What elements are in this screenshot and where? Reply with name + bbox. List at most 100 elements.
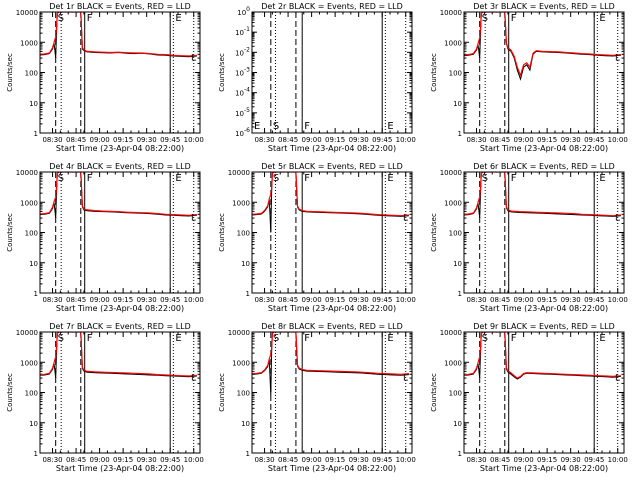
x-tick-label: 10:00 [184, 456, 204, 464]
x-tick-label: 09:45 [584, 136, 604, 144]
y-tick-label: 10000 [16, 9, 38, 17]
x-tick-label: 08:45 [66, 136, 86, 144]
y-tick-label: 10 [29, 260, 38, 268]
x-tick-label: 09:30 [349, 456, 369, 464]
series-line-lld [40, 332, 197, 377]
x-tick-label: 10:00 [396, 136, 416, 144]
series-line-events [464, 12, 621, 81]
y-tick-label: 10 [453, 420, 462, 428]
x-tick-label: 10:00 [184, 136, 204, 144]
x-tick-label: 08:45 [278, 136, 298, 144]
x-axis-label: Start Time (23-Apr-04 08:22:00) [56, 304, 184, 313]
x-axis-label: Start Time (23-Apr-04 08:22:00) [268, 304, 396, 313]
panel-title: Det 4r BLACK = Events, RED = LLD [49, 162, 191, 171]
event-marker-label: E [175, 333, 181, 344]
event-marker-label: F [304, 121, 310, 132]
y-axis-label: Counts/sec [430, 213, 438, 252]
y-tick-label: 10 [241, 420, 250, 428]
x-tick-label: 08:30 [466, 136, 486, 144]
data-series-group [40, 172, 197, 219]
series-end-label: L [615, 53, 620, 63]
x-tick-label: 09:45 [160, 456, 180, 464]
event-marker-label: E [175, 13, 181, 24]
y-tick-label: 1000 [20, 359, 38, 367]
event-marker-label: E [387, 173, 393, 184]
event-marker-label: F [87, 333, 93, 344]
panel-det-2: Det 2r BLACK = Events, RED = LLD Counts/s… [218, 2, 416, 153]
y-tick-label: 100 [237, 390, 250, 398]
y-tick-label: 1 [246, 450, 250, 458]
panel-title: Det 2r BLACK = Events, RED = LLD [261, 2, 403, 11]
panel-title: Det 9r BLACK = Events, RED = LLD [473, 322, 615, 331]
x-axis-label: Start Time (23-Apr-04 08:22:00) [480, 304, 608, 313]
y-tick-label: 10000 [440, 169, 462, 177]
series-line-lld [464, 172, 621, 217]
x-tick-label: 09:00 [90, 136, 110, 144]
y-tick-label: 1000 [232, 199, 250, 207]
x-axis-label: Start Time (23-Apr-04 08:22:00) [480, 144, 608, 153]
x-tick-label: 09:45 [160, 136, 180, 144]
panel-det-5: Det 5r BLACK = Events, RED = LLD Counts/s… [218, 162, 416, 313]
series-line-lld [252, 332, 409, 375]
panel-title: Det 5r BLACK = Events, RED = LLD [261, 162, 403, 171]
series-end-label: L [191, 213, 196, 223]
event-marker-label: E [599, 173, 605, 184]
x-tick-label: 09:45 [372, 136, 392, 144]
x-tick-label: 09:15 [537, 296, 557, 304]
panel-det-1: Det 1r BLACK = Events, RED = LLD Counts/s… [6, 2, 204, 153]
x-tick-label: 08:30 [254, 296, 274, 304]
data-series-group [252, 332, 409, 396]
y-tick-label: 10 [29, 100, 38, 108]
x-tick-label: 08:45 [66, 296, 86, 304]
x-tick-label: 09:15 [325, 136, 345, 144]
y-tick-label: 1000 [444, 199, 462, 207]
x-tick-label: 10:00 [608, 296, 628, 304]
plot-frame [463, 11, 625, 134]
series-line-lld [40, 12, 197, 57]
x-tick-label: 09:00 [302, 296, 322, 304]
series-end-label: L [615, 213, 620, 223]
data-series-group [464, 12, 621, 81]
event-marker-label: E [387, 333, 393, 344]
event-marker-label: E [387, 121, 393, 132]
y-tick-label: 10 [29, 420, 38, 428]
data-series-group [464, 332, 621, 380]
event-marker-label: F [87, 173, 93, 184]
data-series-group [40, 12, 197, 59]
y-tick-label: 10000 [228, 169, 250, 177]
plot-frame [463, 331, 625, 454]
x-tick-label: 09:00 [514, 136, 534, 144]
x-tick-label: 09:45 [372, 296, 392, 304]
y-tick-label: 1000 [444, 359, 462, 367]
x-tick-label: 09:15 [113, 456, 133, 464]
data-series-group [40, 332, 197, 379]
y-tick-label: 10000 [16, 329, 38, 337]
y-tick-label: 1000 [232, 359, 250, 367]
x-tick-label: 09:00 [514, 296, 534, 304]
plot-frame [251, 331, 413, 454]
x-tick-label: 10:00 [184, 296, 204, 304]
x-tick-label: 08:45 [278, 456, 298, 464]
x-tick-label: 09:15 [113, 296, 133, 304]
event-marker-label: E [599, 13, 605, 24]
event-marker-label: F [511, 173, 517, 184]
y-tick-label: 1000 [444, 39, 462, 47]
x-tick-label: 08:30 [254, 456, 274, 464]
event-marker-label: F [511, 13, 517, 24]
x-tick-label: 09:00 [90, 296, 110, 304]
series-line-events [464, 172, 621, 219]
y-tick-label: 10000 [440, 329, 462, 337]
y-tick-label: 1 [458, 450, 462, 458]
x-tick-label: 08:30 [42, 136, 62, 144]
plot-frame [251, 11, 413, 134]
series-end-label: L [191, 373, 196, 383]
event-marker-label: F [304, 333, 310, 344]
panel-title: Det 7r BLACK = Events, RED = LLD [49, 322, 191, 331]
x-tick-label: 10:00 [608, 456, 628, 464]
y-tick-label: 100 [237, 6, 250, 17]
y-tick-label: 100 [449, 390, 462, 398]
y-tick-label: 100 [449, 70, 462, 78]
x-tick-label: 09:45 [584, 456, 604, 464]
x-tick-label: 08:45 [278, 296, 298, 304]
